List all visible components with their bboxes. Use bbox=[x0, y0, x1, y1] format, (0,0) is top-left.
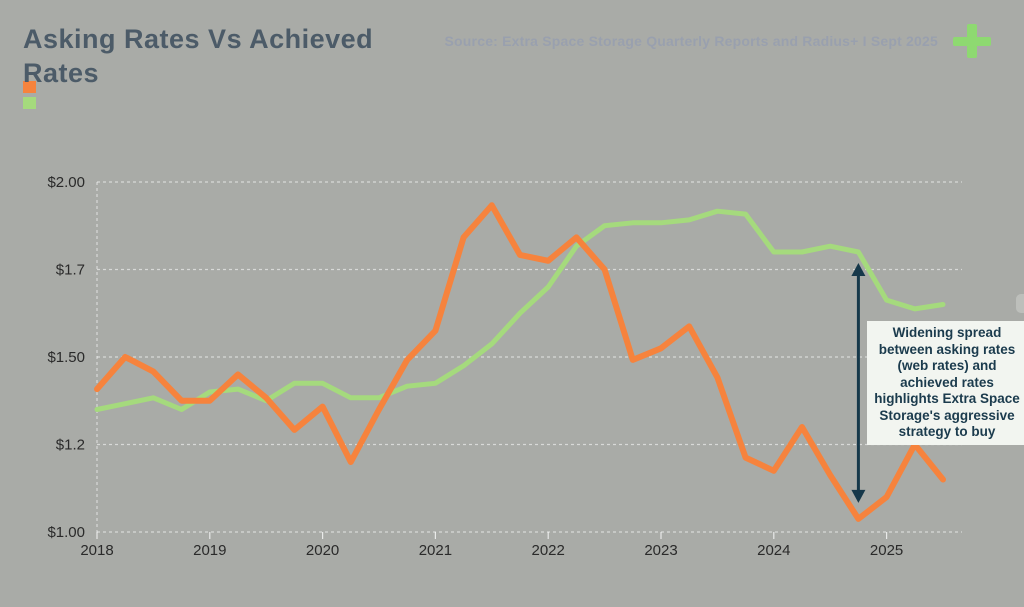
x-tick-label: 2023 bbox=[644, 542, 677, 559]
series-line-achieved-rates bbox=[94, 208, 946, 412]
y-tick-label: $2.00 bbox=[47, 174, 85, 191]
legend bbox=[23, 81, 36, 113]
x-tick-label: 2020 bbox=[306, 542, 339, 559]
annotation-callout: Widening spread between asking rates (we… bbox=[867, 321, 1024, 445]
x-tick-label: 2018 bbox=[80, 542, 113, 559]
y-tick-label: $1.2 bbox=[56, 437, 85, 454]
x-tick-label: 2024 bbox=[757, 542, 790, 559]
legend-swatch-achieved-rates bbox=[23, 97, 36, 109]
series-line-asking-rates-web-rates bbox=[94, 202, 946, 522]
y-tick-label: $1.7 bbox=[56, 262, 85, 279]
x-tick-label: 2025 bbox=[870, 542, 903, 559]
x-tick-label: 2019 bbox=[193, 542, 226, 559]
spread-arrow bbox=[851, 263, 866, 503]
chart-title: Asking Rates Vs Achieved Rates bbox=[23, 24, 374, 88]
add-plus-icon[interactable] bbox=[953, 24, 991, 58]
source-text: Source: Extra Space Storage Quarterly Re… bbox=[444, 33, 938, 49]
x-tick-label: 2022 bbox=[532, 542, 565, 559]
legend-swatch-asking-rates bbox=[23, 81, 36, 93]
y-tick-label: $1.50 bbox=[47, 349, 85, 366]
plus-icon-bar bbox=[967, 24, 977, 58]
window-edge-handle[interactable] bbox=[1016, 294, 1024, 313]
x-tick-label: 2021 bbox=[419, 542, 452, 559]
y-tick-label: $1.00 bbox=[47, 524, 85, 541]
